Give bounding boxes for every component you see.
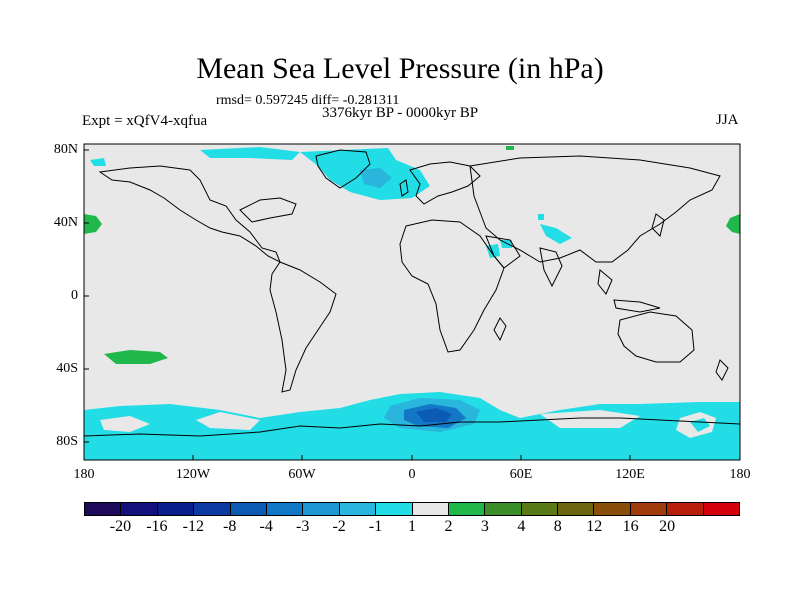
anomaly-south-pacific	[104, 350, 168, 364]
period-annotation: 3376kyr BP - 0000kyr BP	[322, 105, 479, 121]
lon-label-60w: 60W	[288, 467, 316, 482]
colorbar-label: 1	[408, 518, 416, 535]
colorbar-swatch	[485, 503, 522, 515]
lat-label-40n: 40N	[53, 215, 78, 230]
colorbar-swatch	[157, 503, 195, 515]
anomaly-central-asia	[540, 224, 572, 244]
colorbar-label: 16	[622, 518, 639, 535]
anomaly-arabia	[486, 244, 500, 258]
colorbar-swatch	[448, 503, 486, 515]
colorbar-label: 3	[480, 518, 489, 535]
map-frame	[83, 143, 741, 461]
anomaly-arctic-small	[90, 158, 106, 166]
colorbar-swatch	[376, 503, 413, 515]
colorbar-swatch	[194, 503, 231, 515]
colorbar-swatch	[667, 503, 704, 515]
anomaly-north-pacific-east	[726, 214, 740, 234]
colorbar-label: 20	[659, 518, 676, 535]
lat-label-80n: 80N	[53, 142, 78, 157]
season-label: JJA	[716, 112, 739, 128]
lat-label-80s: 80S	[56, 434, 78, 449]
coastlines	[84, 149, 740, 437]
colorbar-label: -8	[223, 518, 237, 535]
anomaly-arctic	[200, 147, 300, 160]
lon-label-0: 0	[408, 467, 416, 482]
colorbar-swatch	[412, 503, 449, 515]
gap-1	[196, 412, 260, 430]
colorbar-label: -3	[295, 518, 310, 535]
colorbar-label: 4	[517, 518, 526, 535]
colorbar-swatch	[266, 503, 304, 515]
lon-label-120e: 120E	[615, 467, 645, 482]
colorbar-swatch	[230, 503, 267, 515]
colorbar	[84, 502, 740, 516]
anomaly-central-asia-2	[538, 214, 544, 220]
lon-label-180w: 180	[73, 467, 95, 482]
anomaly-arctic-green	[506, 146, 514, 150]
anomaly-north-pacific-west	[84, 214, 102, 234]
colorbar-swatch	[85, 503, 122, 515]
colorbar-label: -1	[368, 518, 383, 535]
lat-label-0: 0	[71, 288, 78, 303]
chart-title: Mean Sea Level Pressure (in hPa)	[196, 52, 604, 85]
colorbar-swatch	[630, 503, 668, 515]
stats-annotation: rmsd= 0.597245 diff= -0.281311	[216, 93, 400, 108]
lon-label-120w: 120W	[175, 467, 211, 482]
lon-label-60e: 60E	[509, 467, 533, 482]
experiment-label: Expt = xQfV4-xqfua	[82, 113, 208, 129]
colorbar-swatch	[521, 503, 559, 515]
colorbar-swatch	[594, 503, 631, 515]
colorbar-label: -20	[109, 518, 132, 535]
colorbar-swatch	[703, 503, 740, 515]
gap-3	[100, 416, 150, 432]
anomaly-north-atlantic-core	[360, 168, 392, 188]
colorbar-swatch	[558, 503, 595, 515]
lon-label-180e: 180	[729, 467, 751, 482]
colorbar-label: 2	[444, 518, 453, 535]
gap-2	[540, 410, 640, 428]
colorbar-swatch	[339, 503, 377, 515]
colorbar-label: -12	[182, 518, 204, 535]
lat-label-40s: 40S	[56, 361, 78, 376]
colorbar-swatch	[121, 503, 158, 515]
anomaly-southern-core	[416, 408, 452, 422]
colorbar-label: 12	[586, 518, 603, 535]
colorbar-label: -2	[332, 518, 346, 535]
colorbar-label: -4	[259, 518, 273, 535]
colorbar-label: -16	[146, 518, 168, 535]
colorbar-label: 8	[553, 518, 562, 535]
colorbar-swatch	[303, 503, 340, 515]
